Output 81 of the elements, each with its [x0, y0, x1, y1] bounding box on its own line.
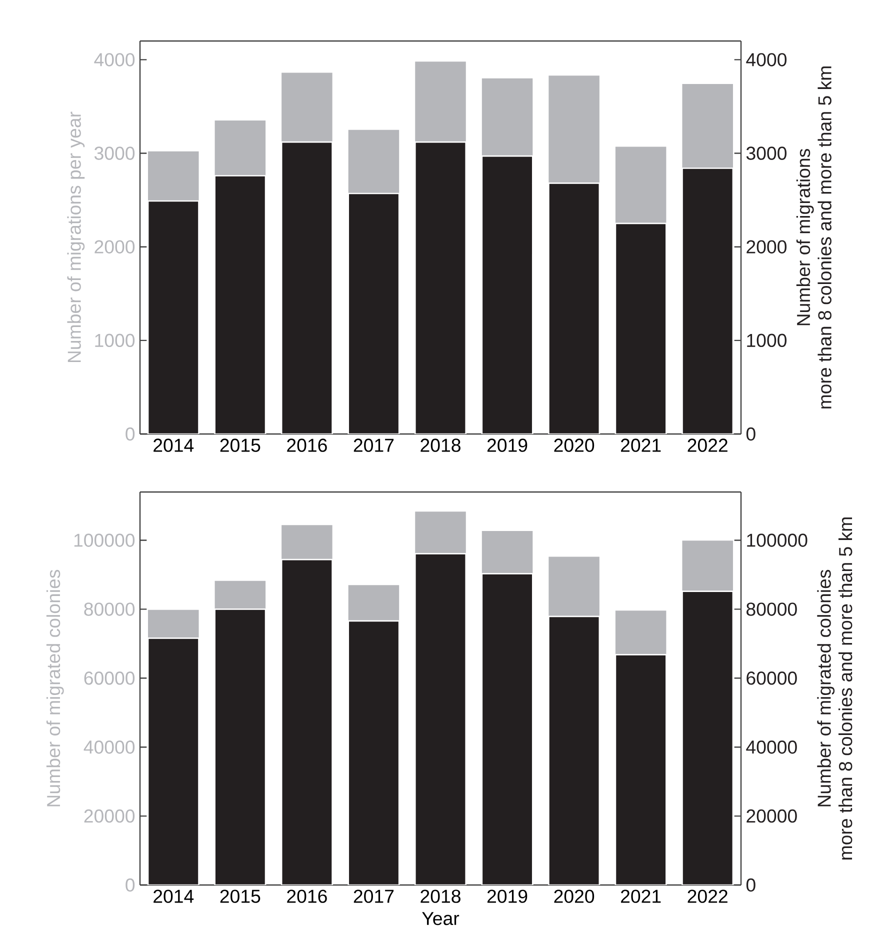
x-tick-label: 2021: [621, 890, 661, 903]
bar: [481, 573, 534, 885]
bar: [214, 608, 266, 885]
bar: [280, 141, 333, 434]
bar: [548, 76, 600, 184]
y-tick-label: 0: [126, 427, 135, 441]
y-tick-label: 1000: [95, 334, 135, 348]
y-tick-label: 20000: [84, 809, 135, 823]
y2-tick-label: 1000: [747, 334, 787, 348]
bar: [682, 590, 734, 885]
y2-tick-label: 0: [746, 427, 756, 441]
bar: [414, 553, 467, 885]
x-tick-label: 2020: [554, 438, 594, 452]
bar: [147, 637, 200, 885]
y-tick-label: 4000: [94, 53, 135, 66]
x-tick-label: 2021: [621, 438, 661, 452]
bar: [615, 610, 666, 655]
y2-axis-title: Number of migrated colonies more than 8 colonies and more than 5 km: [817, 518, 852, 860]
bar: [348, 192, 400, 434]
x-tick-label: 2015: [220, 890, 260, 903]
x-tick-label: 2019: [487, 438, 528, 452]
bar: [614, 222, 667, 434]
x-tick-label: 2018: [420, 890, 460, 903]
bar: [548, 616, 600, 885]
x-tick-label: 2022: [688, 438, 728, 452]
x-tick-label: 2017: [354, 890, 394, 903]
bar: [548, 182, 600, 434]
bar: [148, 610, 199, 638]
bar: [548, 556, 600, 616]
x-tick-label: 2016: [287, 890, 327, 903]
y2-tick-label: 2000: [746, 240, 787, 254]
x-tick-label: 2019: [487, 890, 528, 903]
bar: [481, 155, 534, 434]
bar: [348, 585, 400, 621]
bar: [415, 62, 466, 142]
bar: [482, 78, 533, 156]
y-tick-label: 3000: [94, 146, 135, 160]
bar: [282, 525, 332, 560]
bar: [148, 151, 199, 201]
y2-tick-label: 3000: [746, 146, 787, 160]
y2-tick-label: 100000: [747, 534, 808, 547]
bar: [280, 558, 333, 885]
y2-tick-label: 20000: [746, 809, 797, 823]
bar: [147, 200, 200, 434]
x-tick-label: 2014: [154, 890, 194, 903]
bar: [282, 72, 332, 142]
x-tick-label: 2014: [154, 438, 194, 452]
bar: [614, 654, 667, 885]
y2-tick-label: 4000: [746, 53, 787, 66]
y-tick-label: 80000: [84, 602, 135, 616]
y-tick-label: 40000: [84, 740, 135, 754]
bar: [414, 141, 467, 434]
y-tick-label: 0: [126, 878, 135, 892]
x-tick-label: 2017: [354, 438, 394, 452]
x-tick-label: 2022: [688, 890, 728, 903]
bar: [682, 540, 733, 592]
bar: [682, 168, 734, 434]
y2-tick-label: 60000: [746, 672, 797, 685]
bar: [348, 130, 400, 194]
y-axis-title: Number of migrated colonies: [46, 570, 64, 806]
bar: [482, 530, 533, 574]
bar: [615, 146, 666, 224]
y2-tick-label: 0: [746, 878, 756, 892]
x-axis-title: Year: [422, 912, 460, 926]
y2-tick-label: 80000: [746, 602, 797, 616]
y-tick-label: 60000: [84, 672, 135, 685]
y-tick-label: 100000: [74, 534, 135, 547]
bar: [214, 580, 266, 610]
bar: [214, 175, 266, 434]
y2-tick-label: 40000: [746, 740, 797, 754]
y2-axis-title: Number of migrations more than 8 colonies and more than 5 km: [796, 66, 832, 408]
y-axis-title: Number of migrations per year: [67, 112, 85, 362]
bar: [682, 84, 733, 168]
x-tick-label: 2016: [287, 438, 327, 452]
bar: [214, 120, 266, 176]
y-tick-label: 2000: [94, 240, 135, 254]
bar: [415, 512, 466, 554]
x-tick-label: 2018: [420, 438, 460, 452]
x-tick-label: 2015: [220, 438, 260, 452]
x-tick-label: 2020: [554, 890, 594, 903]
bar: [348, 620, 400, 885]
